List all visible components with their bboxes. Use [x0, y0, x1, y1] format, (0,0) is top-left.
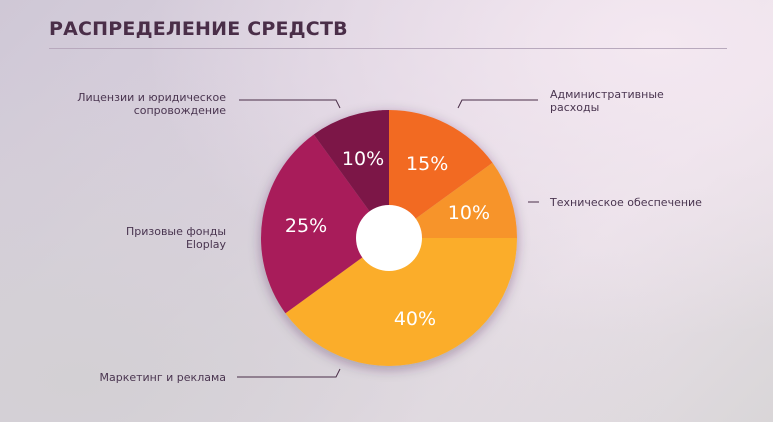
pie-slice-prize	[261, 134, 389, 314]
value-label-marketing: 40%	[394, 308, 436, 330]
pie-slice-admin	[389, 110, 493, 238]
leader-line-licenses	[239, 99, 341, 109]
legend-label-marketing: Маркетинг и реклама	[99, 371, 227, 384]
legend-label-tech: Техническое обеспечение	[550, 196, 702, 209]
legend-label-admin: Административные расходы	[550, 88, 664, 114]
pie-slice-marketing	[285, 238, 517, 366]
value-label-prize: 25%	[285, 215, 327, 237]
leader-line-marketing	[237, 368, 341, 378]
pie-slice-licenses	[313, 110, 389, 238]
legend-label-licenses: Лицензии и юридическое сопровождение	[77, 91, 226, 117]
value-label-admin: 15%	[406, 153, 448, 175]
chart-title: РАСПРЕДЕЛЕНИЕ СРЕДСТВ	[49, 18, 348, 40]
title-divider	[49, 48, 727, 49]
value-label-licenses: 10%	[342, 148, 384, 170]
donut-hole	[356, 205, 422, 271]
pie-slice-tech	[389, 162, 517, 238]
leader-line-admin	[457, 99, 538, 109]
legend-label-prize: Призовые фонды Eloplay	[125, 225, 226, 251]
value-label-tech: 10%	[448, 202, 490, 224]
